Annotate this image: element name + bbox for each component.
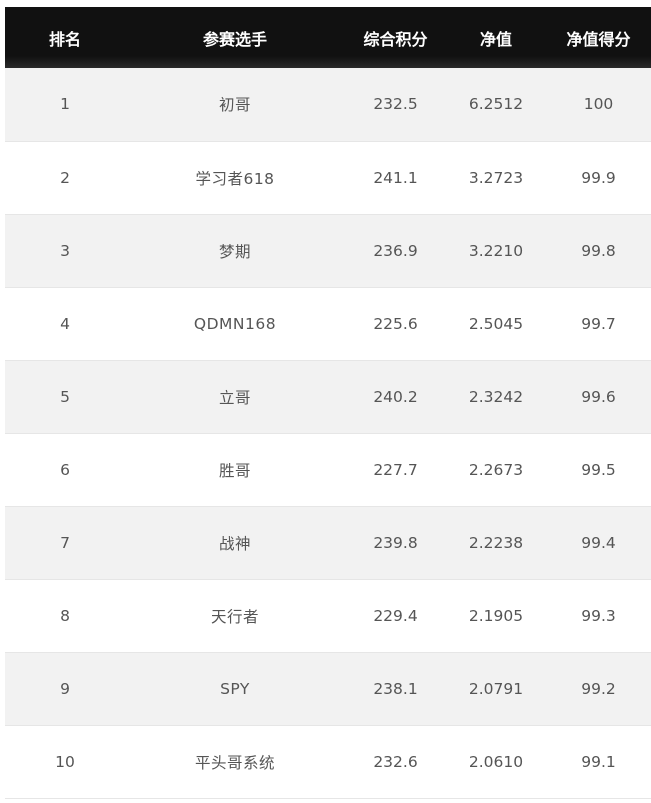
cell-rank: 6	[60, 460, 70, 479]
cell-net-value: 6.2512	[468, 95, 524, 114]
cell-net-value: 3.2723	[468, 168, 524, 187]
cell-total-score: 241.1	[373, 168, 418, 187]
table-row: 7 战神 239.8 2.2238 99.4	[5, 506, 651, 579]
cell-player: QDMN168	[193, 314, 277, 333]
cell-rank: 3	[60, 241, 70, 260]
header-row: 排名 参赛选手 综合积分 净值 净值得分	[5, 7, 651, 68]
cell-rank: 1	[60, 95, 70, 114]
cell-player: 初哥	[218, 96, 251, 115]
cell-net-value: 2.0610	[468, 752, 524, 771]
cell-total-score: 239.8	[373, 533, 418, 552]
cell-net-value: 2.5045	[468, 314, 524, 333]
header-net-value-score: 净值得分	[566, 29, 631, 49]
cell-total-score: 238.1	[373, 679, 418, 698]
cell-net-value-score: 99.1	[581, 752, 616, 771]
cell-net-value-score: 99.8	[581, 241, 616, 260]
header-player: 参赛选手	[202, 29, 267, 49]
table-row: 2 学习者618 241.1 3.2723 99.9	[5, 141, 651, 214]
cell-player: 学习者618	[195, 169, 275, 188]
cell-player: 战神	[218, 534, 251, 553]
cell-rank: 10	[55, 752, 75, 771]
cell-player: 立哥	[218, 388, 251, 407]
cell-net-value-score: 99.4	[581, 533, 616, 552]
cell-total-score: 229.4	[373, 606, 418, 625]
table-row: 10 平头哥系统 232.6 2.0610 99.1	[5, 725, 651, 798]
cell-total-score: 232.5	[373, 95, 418, 114]
cell-net-value: 3.2210	[468, 241, 524, 260]
table-row: 6 胜哥 227.7 2.2673 99.5	[5, 433, 651, 506]
cell-net-value-score: 99.2	[581, 679, 616, 698]
cell-rank: 5	[60, 387, 70, 406]
cell-player: 平头哥系统	[194, 753, 275, 772]
cell-net-value-score: 99.7	[581, 314, 616, 333]
cell-player: 胜哥	[218, 461, 251, 480]
cell-rank: 7	[60, 533, 70, 552]
table-row: 8 天行者 229.4 2.1905 99.3	[5, 579, 651, 652]
table-header: 排名 参赛选手 综合积分 净值 净值得分	[5, 7, 651, 68]
header-total-score: 综合积分	[363, 29, 428, 49]
table-row: 9 SPY 238.1 2.0791 99.2	[5, 652, 651, 725]
cell-net-value-score: 99.3	[581, 606, 616, 625]
ranking-table: 排名 参赛选手 综合积分 净值 净值得分 1 初哥 232.5 6.2512 1…	[5, 7, 651, 799]
cell-net-value-score: 99.9	[581, 168, 616, 187]
cell-net-value: 2.3242	[468, 387, 524, 406]
table-row: 4 QDMN168 225.6 2.5045 99.7	[5, 287, 651, 360]
cell-net-value: 2.0791	[468, 679, 524, 698]
cell-rank: 2	[60, 168, 70, 187]
table-row: 3 梦期 236.9 3.2210 99.8	[5, 214, 651, 287]
cell-net-value-score: 100	[583, 95, 614, 114]
table-row: 5 立哥 240.2 2.3242 99.6	[5, 360, 651, 433]
cell-net-value-score: 99.5	[581, 460, 616, 479]
cell-player: 天行者	[210, 607, 259, 626]
cell-net-value-score: 99.6	[581, 387, 616, 406]
cell-rank: 4	[60, 314, 70, 333]
cell-rank: 8	[60, 606, 70, 625]
cell-rank: 9	[60, 679, 70, 698]
cell-total-score: 227.7	[373, 460, 418, 479]
cell-net-value: 2.2238	[468, 533, 524, 552]
cell-total-score: 240.2	[373, 387, 418, 406]
cell-net-value: 2.2673	[468, 460, 524, 479]
header-net-value: 净值	[479, 29, 512, 49]
table-body: 1 初哥 232.5 6.2512 100 2 学习者618 241.1 3.2…	[5, 68, 651, 798]
cell-total-score: 236.9	[373, 241, 418, 260]
cell-player: 梦期	[218, 242, 251, 261]
cell-total-score: 225.6	[373, 314, 418, 333]
cell-total-score: 232.6	[373, 752, 418, 771]
cell-player: SPY	[220, 679, 250, 698]
cell-net-value: 2.1905	[468, 606, 524, 625]
header-rank: 排名	[48, 29, 81, 49]
table-row: 1 初哥 232.5 6.2512 100	[5, 68, 651, 141]
